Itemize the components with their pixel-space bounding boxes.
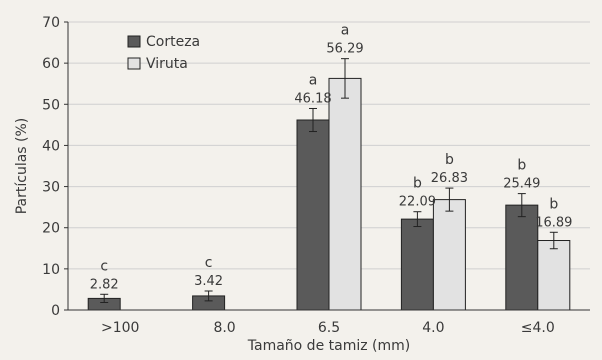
- data-label: 2.82: [90, 277, 119, 292]
- y-tick-label: 30: [42, 180, 60, 196]
- y-tick-label: 50: [42, 97, 60, 113]
- bars: [87, 58, 571, 311]
- significance-letter: a: [309, 72, 318, 88]
- labels: 0 10 20 30 40 50 60 70 >100 2.82 c 8.0 3.42 c 6.5 46.18…: [42, 15, 572, 336]
- significance-letter: b: [549, 196, 558, 212]
- legend-label-viruta: Viruta: [146, 56, 188, 72]
- significance-letter: b: [445, 152, 454, 168]
- x-tick-label: 8.0: [213, 320, 235, 336]
- y-tick-label: 0: [51, 303, 60, 319]
- bar-viruta: [328, 77, 362, 311]
- y-tick-label: 40: [42, 138, 60, 154]
- data-label: 16.89: [535, 215, 572, 230]
- y-tick-label: 70: [42, 15, 60, 31]
- data-label: 26.83: [431, 171, 468, 186]
- bar-corteza: [505, 204, 539, 311]
- y-tick-label: 20: [42, 221, 60, 237]
- significance-letter: b: [517, 158, 526, 174]
- legend: Corteza Viruta: [127, 34, 200, 72]
- x-tick-label: ≤4.0: [521, 320, 555, 336]
- data-label: 3.42: [194, 274, 223, 289]
- bar-viruta: [537, 240, 571, 311]
- data-label: 56.29: [326, 42, 363, 57]
- significance-letter: a: [341, 23, 350, 39]
- bar-corteza: [296, 119, 330, 311]
- x-tick-label: >100: [101, 320, 139, 336]
- y-tick-label: 10: [42, 262, 60, 278]
- legend-label-corteza: Corteza: [146, 34, 200, 50]
- x-tick-label: 4.0: [422, 320, 444, 336]
- bar-corteza: [400, 218, 434, 311]
- significance-letter: b: [413, 176, 422, 192]
- y-axis-title: Partículas (%): [14, 118, 30, 215]
- significance-letter: c: [100, 258, 108, 274]
- data-label: 46.18: [294, 91, 331, 106]
- legend-swatch-corteza: [127, 35, 141, 48]
- significance-letter: c: [205, 255, 213, 271]
- bar-viruta: [432, 199, 466, 311]
- axes: [67, 22, 590, 311]
- data-label: 25.49: [503, 177, 540, 192]
- data-label: 22.09: [399, 195, 436, 210]
- y-tick-label: 60: [42, 56, 60, 72]
- x-tick-label: 6.5: [318, 320, 340, 336]
- x-axis-title: Tamaño de tamiz (mm): [247, 338, 410, 354]
- legend-swatch-viruta: [127, 57, 141, 70]
